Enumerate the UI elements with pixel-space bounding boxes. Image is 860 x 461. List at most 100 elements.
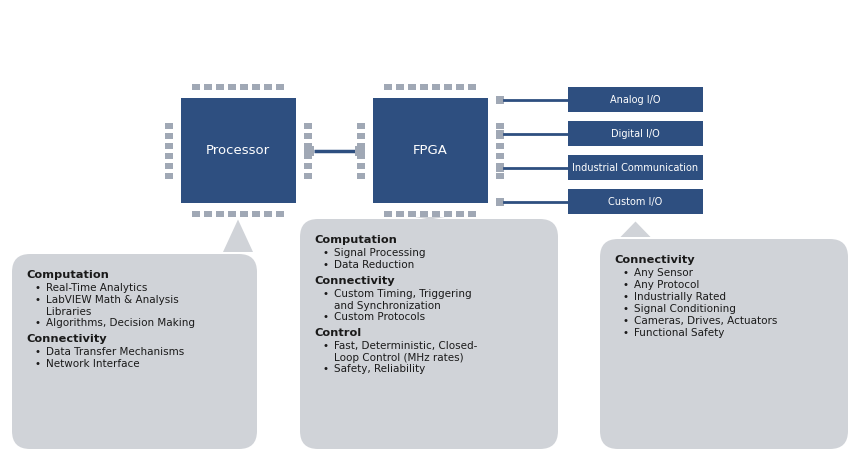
Text: •: • — [622, 280, 628, 290]
Bar — [164, 123, 173, 129]
Bar — [372, 99, 488, 203]
Bar — [354, 146, 365, 156]
Bar — [264, 84, 272, 90]
Bar — [304, 153, 311, 159]
Text: Loop Control (MHz rates): Loop Control (MHz rates) — [334, 353, 464, 363]
Bar — [420, 84, 428, 90]
Text: Computation: Computation — [26, 270, 109, 280]
Text: LabVIEW Math & Analysis: LabVIEW Math & Analysis — [46, 295, 179, 305]
Bar — [357, 123, 365, 129]
Text: Industrially Rated: Industrially Rated — [634, 292, 726, 302]
Bar — [304, 146, 314, 156]
Bar — [396, 84, 404, 90]
Text: Connectivity: Connectivity — [314, 276, 395, 286]
Bar — [304, 123, 311, 129]
Text: •: • — [622, 328, 628, 338]
Text: Industrial Communication: Industrial Communication — [573, 163, 698, 173]
Bar — [495, 133, 503, 139]
Bar — [495, 130, 503, 138]
Text: Network Interface: Network Interface — [46, 359, 139, 369]
Bar — [357, 173, 365, 179]
Bar — [164, 133, 173, 139]
Bar — [252, 212, 260, 218]
Bar — [357, 163, 365, 169]
Bar — [276, 84, 284, 90]
Text: •: • — [322, 248, 328, 258]
Text: •: • — [322, 312, 328, 322]
Text: Functional Safety: Functional Safety — [634, 328, 724, 338]
Bar — [164, 173, 173, 179]
Bar — [456, 212, 464, 218]
Text: Any Protocol: Any Protocol — [634, 280, 699, 290]
Bar — [204, 84, 212, 90]
Text: •: • — [622, 304, 628, 314]
Bar — [164, 153, 173, 159]
Polygon shape — [621, 221, 650, 237]
Bar — [444, 84, 452, 90]
Text: Signal Processing: Signal Processing — [334, 248, 426, 258]
Bar — [495, 198, 503, 206]
FancyBboxPatch shape — [300, 219, 558, 449]
Text: •: • — [622, 292, 628, 302]
Bar — [304, 143, 311, 149]
Text: Cameras, Drives, Actuators: Cameras, Drives, Actuators — [634, 316, 777, 326]
Bar — [568, 155, 703, 181]
Bar — [495, 164, 503, 172]
Bar — [384, 84, 392, 90]
Text: Connectivity: Connectivity — [614, 255, 695, 265]
Bar — [228, 212, 236, 218]
Text: Any Sensor: Any Sensor — [634, 268, 693, 278]
Text: Safety, Reliability: Safety, Reliability — [334, 364, 425, 374]
Bar — [568, 122, 703, 147]
Text: •: • — [322, 341, 328, 351]
Bar — [276, 212, 284, 218]
Text: Data Transfer Mechanisms: Data Transfer Mechanisms — [46, 347, 184, 357]
Bar — [468, 84, 476, 90]
Bar — [444, 212, 452, 218]
Text: Algorithms, Decision Making: Algorithms, Decision Making — [46, 318, 195, 328]
Text: •: • — [322, 289, 328, 299]
Bar — [304, 163, 311, 169]
Polygon shape — [223, 219, 253, 252]
Bar — [408, 84, 416, 90]
Bar — [468, 212, 476, 218]
Text: Processor: Processor — [206, 144, 270, 158]
Bar — [216, 84, 224, 90]
Text: Signal Conditioning: Signal Conditioning — [634, 304, 736, 314]
Bar — [432, 84, 440, 90]
Bar — [228, 84, 236, 90]
Text: FPGA: FPGA — [413, 144, 447, 158]
Bar — [432, 212, 440, 218]
Text: Connectivity: Connectivity — [26, 334, 107, 344]
Bar — [408, 212, 416, 218]
Bar — [495, 153, 503, 159]
Bar — [192, 84, 200, 90]
Bar — [357, 153, 365, 159]
Bar — [164, 163, 173, 169]
Bar — [304, 173, 311, 179]
FancyBboxPatch shape — [12, 254, 257, 449]
Text: •: • — [622, 316, 628, 326]
Text: •: • — [34, 359, 40, 369]
Bar — [495, 143, 503, 149]
Bar — [304, 133, 311, 139]
Bar — [164, 143, 173, 149]
Bar — [357, 133, 365, 139]
Text: •: • — [622, 268, 628, 278]
Bar — [456, 84, 464, 90]
Text: Real-Time Analytics: Real-Time Analytics — [46, 283, 147, 293]
Bar — [568, 88, 703, 112]
Bar — [192, 212, 200, 218]
Text: •: • — [34, 295, 40, 305]
Bar — [384, 212, 392, 218]
Bar — [420, 212, 428, 218]
Text: and Synchronization: and Synchronization — [334, 301, 440, 311]
Text: •: • — [322, 364, 328, 374]
FancyBboxPatch shape — [600, 239, 848, 449]
Text: Analog I/O: Analog I/O — [611, 95, 660, 105]
Bar — [240, 84, 248, 90]
Bar — [240, 212, 248, 218]
Bar — [495, 123, 503, 129]
Text: Control: Control — [314, 328, 361, 338]
Bar — [252, 84, 260, 90]
